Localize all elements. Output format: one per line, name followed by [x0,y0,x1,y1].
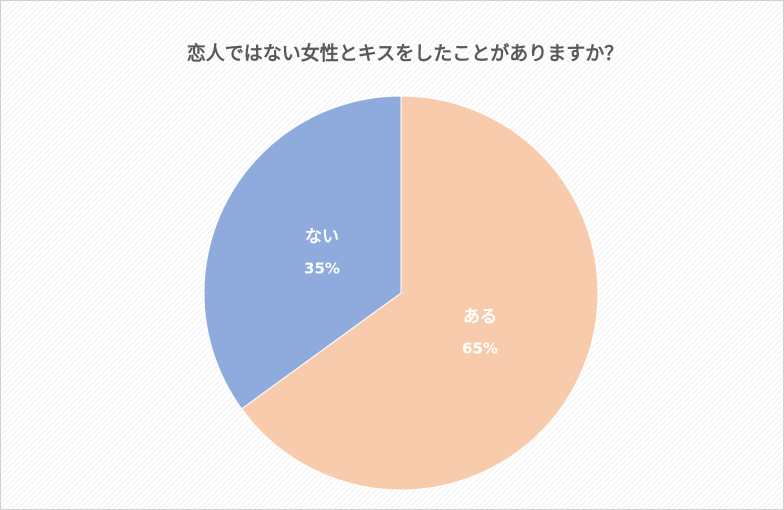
chart-title: 恋人ではない女性とキスをしたことがありますか？ [187,42,623,65]
slice-value-label: 35% [304,259,340,277]
pie-slice [203,95,402,410]
slice-category-label: ない [305,227,339,247]
pie-slice [240,95,599,491]
slice-value-label: 65% [462,340,498,358]
slice-category-label: ある [463,307,497,327]
